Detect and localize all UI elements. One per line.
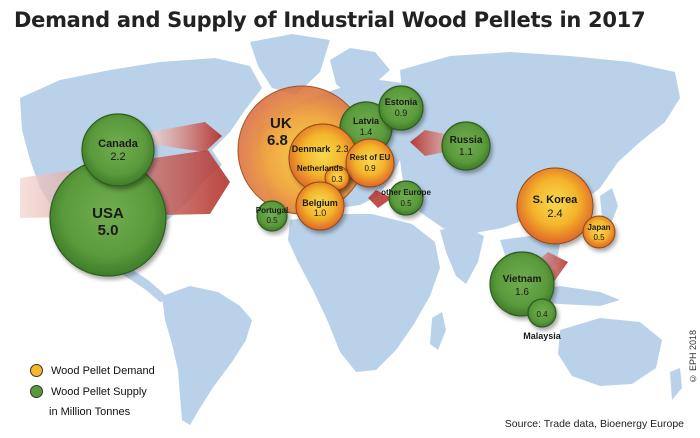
land-africa [288,214,440,372]
bubble-malaysia [527,298,557,328]
label-denmark-name: Denmark [292,144,332,154]
label-s-korea-name: S. Korea [533,194,579,206]
legend-supply: Wood Pellet Supply [30,381,155,402]
bubbles [49,85,616,328]
legend: Wood Pellet Demand Wood Pellet Supply in… [30,360,155,423]
label-belgium-name: Belgium [302,198,338,208]
label-rest-of-eu-name: Rest of EU [350,153,391,162]
label-estonia-value: 0.9 [395,108,408,118]
label-russia-name: Russia [450,135,483,146]
label-malaysia-value: 0.4 [536,310,548,319]
bubble-portugal [256,200,288,232]
bubble-belgium [295,181,345,231]
legend-supply-swatch [30,385,43,398]
label-rest-of-eu-value: 0.9 [364,164,376,173]
label-canada-name: Canada [98,138,139,150]
chart-title: Demand and Supply of Industrial Wood Pel… [14,8,646,32]
label-vietnam-value: 1.6 [515,287,529,298]
label-estonia-name: Estonia [385,97,419,107]
bubble-other-europe [388,180,424,216]
label-malaysia-name: Malaysia [523,331,562,341]
land-asia [400,52,680,238]
bubble-rest-of-eu [345,138,395,188]
label-netherlands-name: Netherlands [297,164,344,173]
legend-demand-swatch [30,364,43,377]
bubble-russia [441,121,491,171]
land-madagascar [430,312,446,350]
bubble-labels: UK 6.8 USA 5.0 Canada 2.2 Latvia 1.4 Est… [92,97,611,341]
land-australia [558,318,662,386]
label-latvia-value: 1.4 [360,127,373,137]
legend-demand-label: Wood Pellet Demand [51,364,155,377]
label-other-europe-value: 0.5 [400,199,412,208]
label-japan-value: 0.5 [593,233,605,242]
label-uk-name: UK [270,115,292,132]
bubble-estonia [378,85,424,131]
label-uk-value: 6.8 [267,132,288,149]
bubble-canada [81,113,155,187]
source-note: Source: Trade data, Bioenergy Europe [504,418,684,430]
label-netherlands-value: 0.3 [331,175,343,184]
label-russia-value: 1.1 [459,147,473,158]
label-s-korea-value: 2.4 [547,208,562,220]
label-portugal-value: 0.5 [266,216,278,225]
land-scandinavia [330,48,390,96]
label-usa-name: USA [92,205,124,222]
flow-other-europe [368,190,392,208]
legend-supply-label: Wood Pellet Supply [51,385,147,398]
label-vietnam-name: Vietnam [503,274,542,285]
label-usa-value: 5.0 [98,222,119,239]
legend-unit: in Million Tonnes [49,406,131,418]
label-belgium-value: 1.0 [314,208,327,218]
label-japan-name: Japan [587,223,610,232]
label-other-europe-name: other Europe [381,188,431,197]
bubble-s-korea [516,167,594,245]
land-south-america [162,286,252,425]
label-portugal-name: Portugal [256,206,288,215]
land-india [440,226,484,284]
flow-canada-to-europe [150,122,222,152]
label-canada-value: 2.2 [110,151,125,163]
label-denmark-value: 2.3 [336,144,349,154]
land-greenland [250,34,330,95]
legend-demand: Wood Pellet Demand [30,360,155,381]
label-latvia-name: Latvia [353,116,380,126]
bubble-japan [582,215,616,249]
copyright: © EPH 2018 [688,330,698,384]
land-new-zealand [670,368,682,400]
